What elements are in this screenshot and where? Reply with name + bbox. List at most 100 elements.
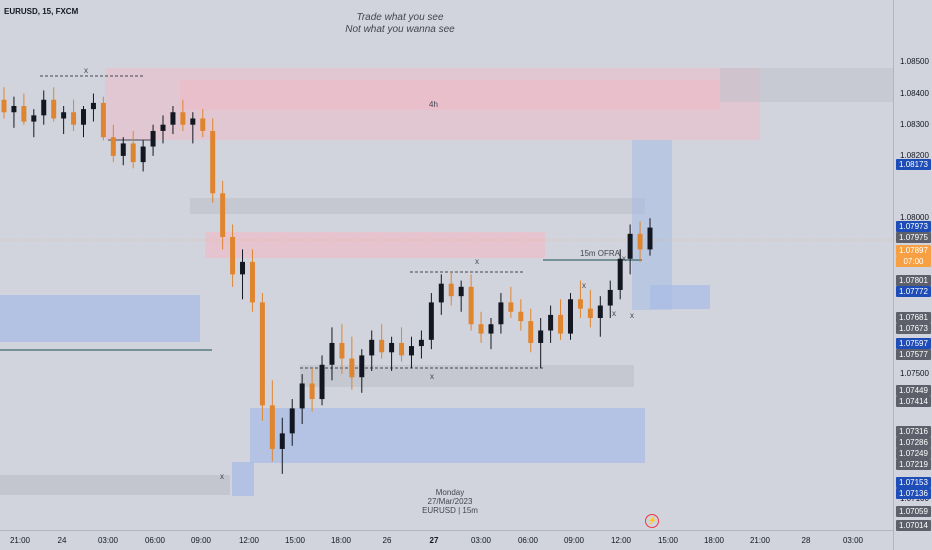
time-tick-label: 12:00 (610, 536, 632, 545)
candle-body (220, 193, 226, 237)
price-badge: 1.07136 (896, 487, 931, 499)
supply-zone-mid (205, 232, 545, 258)
candle-body (289, 408, 295, 434)
candle-body (150, 130, 156, 147)
gray-zone-low (300, 365, 634, 387)
candle-body (180, 112, 186, 125)
time-tick-label: 18:00 (703, 536, 725, 545)
price-tick-label: 1.08000 (900, 213, 929, 223)
candle-body (597, 305, 603, 318)
candlestick-chart[interactable] (0, 0, 893, 530)
gray-zone-mid (190, 198, 645, 214)
candle-body (538, 330, 544, 343)
candle-body (31, 115, 37, 122)
time-tick-label: 03:00 (97, 536, 119, 545)
candle-body (41, 99, 47, 116)
price-badge: 1.07014 (896, 520, 931, 532)
time-tick-label: 06:00 (144, 536, 166, 545)
candle-body (61, 112, 67, 119)
candle-body (339, 342, 345, 359)
candle-body (369, 339, 375, 356)
candle-body (140, 146, 146, 163)
price-tick-label: 1.08500 (900, 57, 929, 67)
candle-body (81, 109, 87, 125)
x-mark: x (582, 281, 586, 290)
candle-body (110, 137, 116, 156)
zone-4h-label: 4h (429, 100, 438, 109)
time-tick-label: 06:00 (517, 536, 539, 545)
time-tick-label: 15:00 (284, 536, 306, 545)
x-mark: x (622, 254, 626, 263)
time-tick-label: 27 (429, 536, 439, 545)
candle-body (518, 311, 524, 322)
time-tick-label: 21:00 (749, 536, 771, 545)
candle-body (408, 346, 414, 356)
time-tick-label: 26 (382, 536, 392, 545)
candle-body (349, 358, 355, 378)
lightning-icon[interactable]: ⚡ (645, 514, 659, 528)
candle-body (617, 258, 623, 290)
candle-body (488, 324, 494, 334)
price-badge: 1.07153 (896, 476, 931, 488)
plot-area[interactable]: EURUSD, 15, FXCM Trade what you see Not … (0, 0, 893, 530)
demand-zone-low (250, 408, 645, 463)
price-badge: 1.07975 (896, 232, 931, 244)
candle-body (200, 118, 206, 131)
demand-zone-small (650, 285, 710, 309)
candle-body (428, 302, 434, 340)
candle-body (399, 342, 405, 356)
time-axis[interactable]: 21:00 24 03:00 06:00 09:00 12:00 15:00 18:00 26 2… (0, 530, 893, 550)
x-mark: x (84, 66, 88, 75)
demand-zone-left (0, 295, 200, 342)
price-badge: 1.07414 (896, 395, 931, 407)
time-tick-label: 15:00 (657, 536, 679, 545)
candle-body (637, 233, 643, 250)
price-badge: 1.07772 (896, 285, 931, 297)
candle-body (130, 143, 136, 163)
candle-body (120, 143, 126, 156)
symbol-label[interactable]: EURUSD, 15, FXCM (4, 7, 79, 16)
time-tick-label: 09:00 (190, 536, 212, 545)
price-badge: 1.07316 (896, 425, 931, 437)
candle-body (607, 289, 613, 306)
candle-body (259, 302, 265, 406)
time-tick-label: 18:00 (330, 536, 352, 545)
candle-body (389, 342, 395, 353)
candle-body (170, 112, 176, 125)
candle-body (329, 342, 335, 365)
candle-body (359, 355, 365, 378)
x-mark: x (430, 372, 434, 381)
candle-body (508, 302, 514, 312)
price-badge: 1.07801 (896, 274, 931, 286)
x-mark: x (220, 472, 224, 481)
ofra-label: 15m OFRA (580, 249, 621, 258)
x-mark: x (630, 311, 634, 320)
candle-body (1, 99, 7, 113)
price-axis[interactable]: 1.08500 1.08400 1.08300 1.08200 1.08000 1.075… (893, 0, 932, 550)
candle-body (468, 286, 474, 325)
candle-body (279, 433, 285, 449)
quote-line-1: Trade what you see (356, 12, 444, 23)
candle-body (210, 130, 216, 194)
candle-body (230, 236, 236, 275)
candle-body (528, 321, 534, 343)
candle-body (309, 383, 315, 400)
time-tick-label: 03:00 (470, 536, 492, 545)
watermark-day: Monday (435, 488, 465, 497)
price-badge: 1.07673 (896, 323, 931, 335)
price-badge: 1.07577 (896, 349, 931, 361)
watermark: Monday 27/Mar/2023 EURUSD | 15m (390, 488, 510, 515)
candle-body (647, 227, 653, 250)
candle-body (100, 102, 106, 138)
candle-body (448, 283, 454, 297)
supply-zone-inner (180, 80, 720, 110)
price-badge: 07:00 (896, 255, 931, 267)
price-badge: 1.07059 (896, 506, 931, 518)
candle-body (71, 112, 77, 125)
price-tick-label: 1.08200 (900, 150, 929, 160)
candle-body (627, 233, 633, 259)
gray-zone-right (720, 68, 893, 102)
quote-line-2: Not what you wanna see (345, 24, 455, 35)
candle-body (458, 286, 464, 297)
